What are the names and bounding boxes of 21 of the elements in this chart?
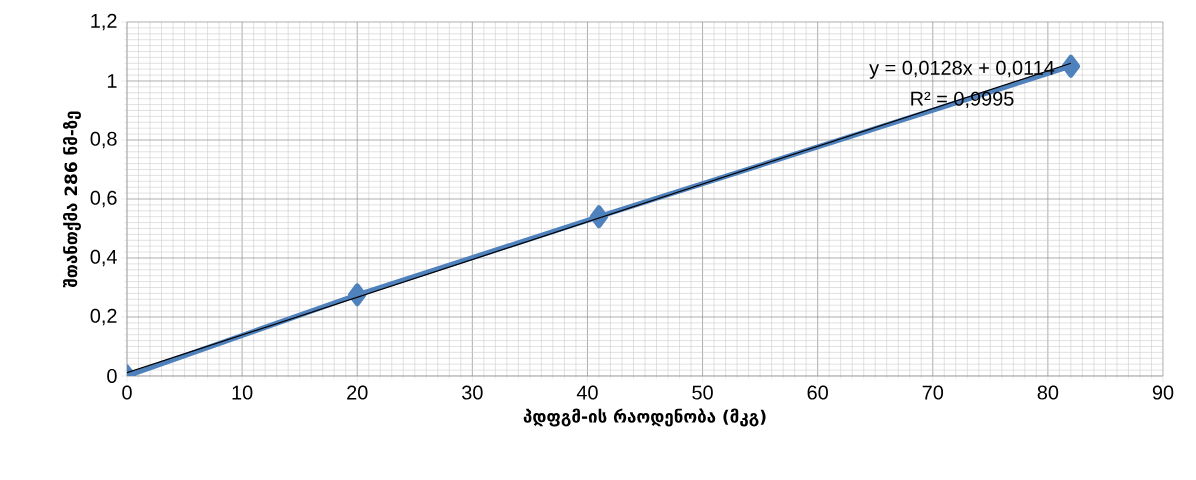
x-axis-title: პდფგმ-ის რაოდენობა (მკგ): [523, 408, 766, 427]
x-tick-label: 20: [347, 385, 368, 400]
x-tick-label: 80: [1037, 385, 1059, 400]
x-tick-label: 40: [576, 385, 598, 400]
y-tick-label: 1: [107, 74, 117, 88]
x-tick-label: 30: [462, 385, 483, 400]
x-tick-label: 10: [232, 385, 253, 400]
y-tick-label: 1,2: [91, 13, 117, 31]
y-tick-label: 0,4: [90, 249, 117, 267]
y-axis-title: შთანთქმა 286 ნმ-ზე: [62, 111, 81, 288]
x-tick-label: 90: [1152, 385, 1174, 400]
point: [1061, 54, 1081, 78]
y-tick-label: 0,2: [90, 308, 117, 326]
x-tick-label: 0: [122, 385, 132, 400]
x-tick-label: 60: [807, 385, 828, 400]
y-tick-label: 0,6: [90, 190, 117, 208]
x-tick-label: 70: [922, 385, 944, 400]
annotation: y = 0,0128x + 0,0114: [869, 60, 1055, 79]
y-tick-label: 0,8: [90, 131, 117, 149]
x-tick-label: 50: [692, 385, 713, 400]
y-tick-label: 0: [107, 368, 117, 384]
